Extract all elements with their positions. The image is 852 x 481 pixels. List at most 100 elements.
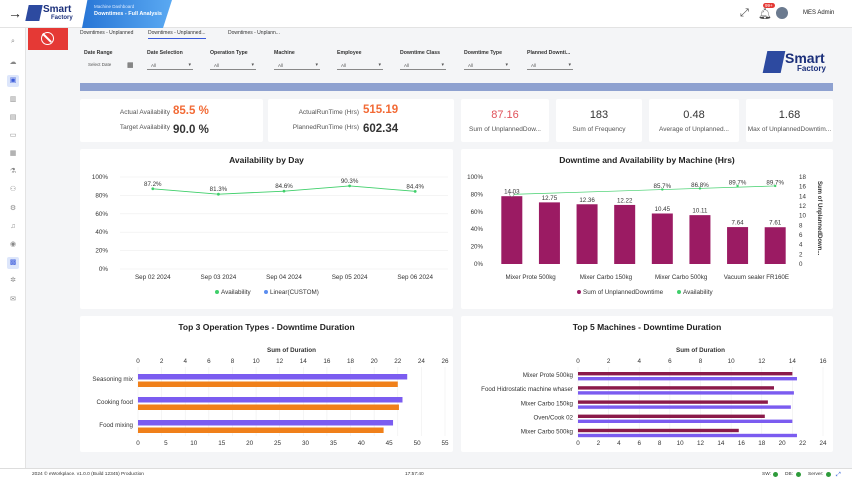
fullscreen-icon[interactable]: ⤢ [740, 7, 749, 19]
back-arrow-icon[interactable]: → [8, 5, 22, 21]
calendar-icon[interactable]: ▦ [9, 150, 17, 157]
bar-series-a [138, 397, 403, 403]
filter-machine: Machine All [274, 50, 329, 70]
machine-select[interactable]: All [274, 61, 320, 70]
planned-downtime-select[interactable]: All [527, 61, 573, 70]
downtime-bar [727, 227, 749, 264]
data-label: 90.3% [341, 178, 359, 185]
breadcrumb-parent[interactable]: Machine Dashboard [94, 4, 135, 9]
x-bottom-tick: 5 [164, 440, 168, 447]
date-selection-select[interactable]: All [147, 61, 193, 70]
network-icon[interactable]: ⚙ [9, 205, 17, 212]
y-right-tick: 16 [799, 184, 806, 191]
category-label: Oven/Cook 02 [533, 415, 573, 422]
operation-type-select[interactable]: All [210, 61, 256, 70]
downtime-type-select[interactable]: All [464, 61, 510, 70]
y-tick-label: 100% [92, 174, 109, 181]
downtime-bar [614, 204, 636, 264]
x-top-tick: 10 [253, 358, 261, 365]
tab-downtimes-2[interactable]: Downtimes - Unplanned... [148, 30, 206, 39]
kpi-sum-frequency: 183 Sum of Frequency [556, 99, 642, 142]
footer-time: 17:57:40 [405, 472, 424, 477]
user-name[interactable]: MES Admin [803, 10, 835, 16]
x-top-tick: 0 [136, 358, 140, 365]
planned-runtime-value: 602.34 [363, 123, 399, 135]
filter-planned-downtime: Planned Downti... All [527, 50, 582, 70]
availability-point [348, 184, 351, 188]
actual-availability-value: 85.5 % [173, 105, 209, 117]
x-bottom-tick: 18 [758, 440, 766, 447]
tab-downtimes-1[interactable]: Downtimes - Unplanned [80, 30, 134, 36]
date-picker[interactable]: Select Date [88, 62, 112, 67]
x-top-tick: 26 [441, 358, 449, 365]
breadcrumb: Machine Dashboard Downtimes - Full Analy… [82, 0, 172, 28]
chart-title: Top 5 Machines - Downtime Duration [572, 322, 722, 332]
category-label: Mixer Prote 500kg [523, 372, 574, 379]
user-circle-icon[interactable]: ◉ [9, 241, 17, 248]
filter-downtime-class: Downtime Class All [400, 50, 455, 70]
availability-label: 89.7% [729, 179, 747, 186]
chart-title: Top 3 Operation Types - Downtime Duratio… [178, 322, 355, 332]
cloud-icon[interactable]: ☁ [9, 59, 17, 66]
bell-icon[interactable]: 🔔︎ [758, 8, 772, 20]
bar-value-label: 12.36 [579, 197, 595, 204]
calendar-picker-icon[interactable]: ▦ [127, 62, 134, 69]
x-top-tick: 8 [699, 358, 703, 365]
filter-downtime-type: Downtime Type All [464, 50, 519, 70]
monitor-icon[interactable]: ▭ [9, 132, 17, 139]
report-icon[interactable]: ▩ [7, 257, 19, 269]
top-bar: → Smart Factory Machine Dashboard Downtim… [0, 0, 852, 28]
x-top-tick: 2 [160, 358, 164, 365]
y-left-tick: 40% [471, 226, 484, 233]
y-right-tick: 4 [799, 242, 803, 249]
bar-series-b [578, 419, 793, 423]
bar-series-a [138, 420, 394, 426]
filter-date-range: Date Range Select Date ▦ [84, 50, 134, 69]
bar-value-label: 10.45 [655, 206, 671, 213]
avatar[interactable] [776, 7, 788, 19]
x-bottom-tick: 12 [697, 440, 705, 447]
x-top-tick: 12 [276, 358, 284, 365]
document-icon[interactable]: ▤ [9, 114, 17, 121]
message-icon[interactable]: ✉ [10, 296, 16, 303]
users-icon[interactable]: ⚇ [9, 186, 17, 193]
tab-downtimes-3[interactable]: Downtimes - Unplann... [228, 30, 280, 36]
x-top-tick: 10 [728, 358, 736, 365]
page-title: Downtimes - Full Analysis [94, 11, 162, 17]
bar-value-label: 12.22 [617, 197, 633, 204]
x-bottom-tick: 6 [637, 440, 641, 447]
chart-title: Availability by Day [229, 155, 304, 165]
filter-employee: Employee All [337, 50, 392, 70]
x-bottom-tick: 45 [386, 440, 394, 447]
x-bottom-tick: 50 [414, 440, 422, 447]
x-top-tick: 8 [231, 358, 235, 365]
downtime-class-select[interactable]: All [400, 61, 446, 70]
bell-outline-icon[interactable]: ♫ [10, 223, 16, 230]
sidebar: ⌕ ☁ ▣ ▥ ▤ ▭ ▦ ⚗ ⚇ ⚙ ♫ ◉ ▩ ✲ ✉ [0, 28, 26, 468]
x-top-tick: 4 [183, 358, 187, 365]
expand-footer-icon[interactable]: ⤢ [836, 472, 841, 478]
downtime-bar [689, 215, 711, 264]
downtime-combo-chart: 100%80%60%40%20%0%18161412108642014.0312… [467, 174, 822, 296]
x-top-tick: 0 [576, 358, 580, 365]
legend-swatch [677, 290, 681, 294]
employee-select[interactable]: All [337, 61, 383, 70]
x-bottom-tick: 14 [717, 440, 725, 447]
category-label: Seasoning mix [92, 376, 133, 383]
y-tick-label: 0% [99, 266, 109, 273]
building-icon[interactable]: ▥ [9, 96, 17, 103]
availability-trend [511, 185, 776, 195]
flask-icon[interactable]: ⚗ [9, 168, 17, 175]
category-label: Food mixing [99, 422, 133, 429]
x-tick-label: Mixer Carbo 500kg [655, 274, 708, 281]
y-tick-label: 20% [95, 248, 108, 255]
dashboard-icon[interactable]: ▣ [7, 75, 19, 87]
x-tick-label: Sep 04 2024 [266, 274, 302, 281]
settings-icon[interactable]: ✲ [10, 277, 16, 284]
search-icon[interactable]: ⌕ [11, 38, 15, 45]
bar-series-a [578, 428, 739, 433]
stop-button[interactable] [28, 28, 68, 50]
x-top-tick: 16 [323, 358, 331, 365]
smart-factory-logo[interactable]: Smart Factory [25, 3, 73, 23]
legend-swatch [215, 290, 219, 294]
